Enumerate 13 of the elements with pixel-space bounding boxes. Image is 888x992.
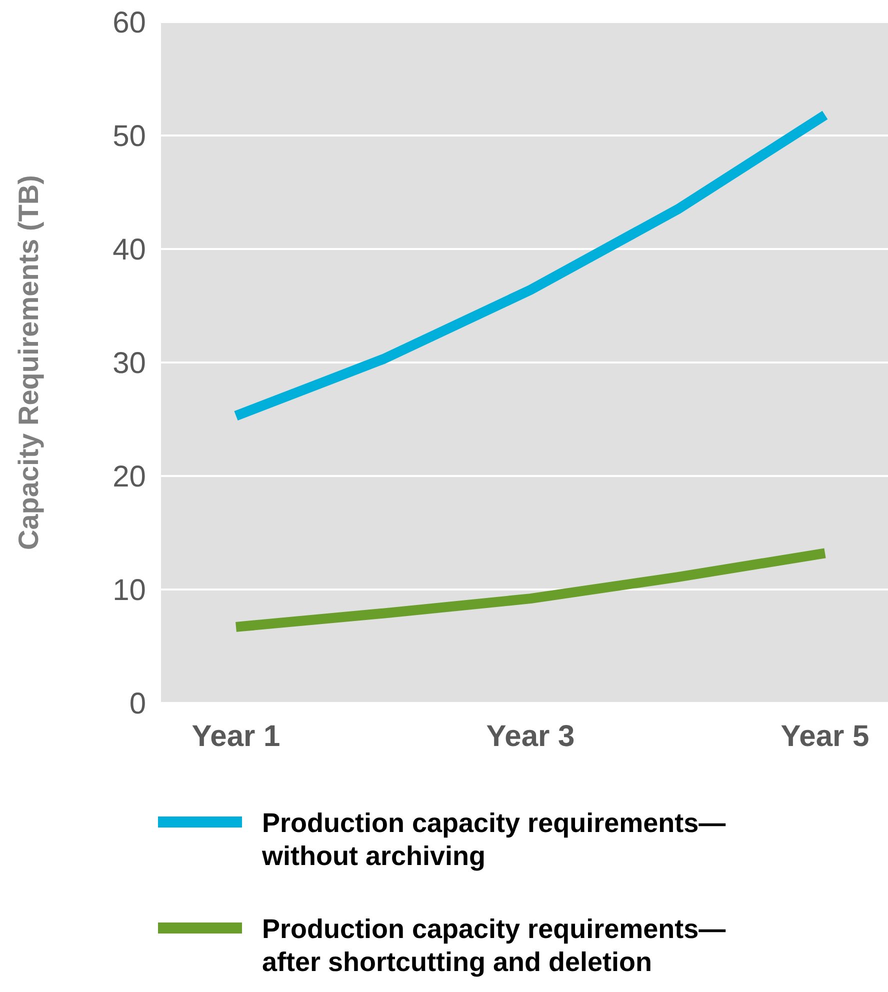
y-axis-title: Capacity Requirements (TB): [13, 175, 44, 550]
y-tick-label: 0: [129, 688, 146, 720]
x-tick-label: Year 5: [780, 720, 870, 753]
x-tick-label: Year 3: [486, 720, 575, 753]
y-tick-label: 30: [112, 347, 146, 380]
legend-label: Production capacity requirements—after shortcutting and deletion: [262, 914, 726, 977]
y-tick-label: 40: [112, 234, 146, 266]
y-tick-label: 50: [112, 120, 146, 153]
y-tick-label: 20: [112, 460, 146, 494]
x-tick-label: Year 1: [192, 720, 280, 753]
y-tick-label: 10: [112, 574, 146, 607]
legend-label: Production capacity requirements—without archiving: [261, 808, 726, 871]
y-tick-label: 60: [112, 6, 146, 40]
